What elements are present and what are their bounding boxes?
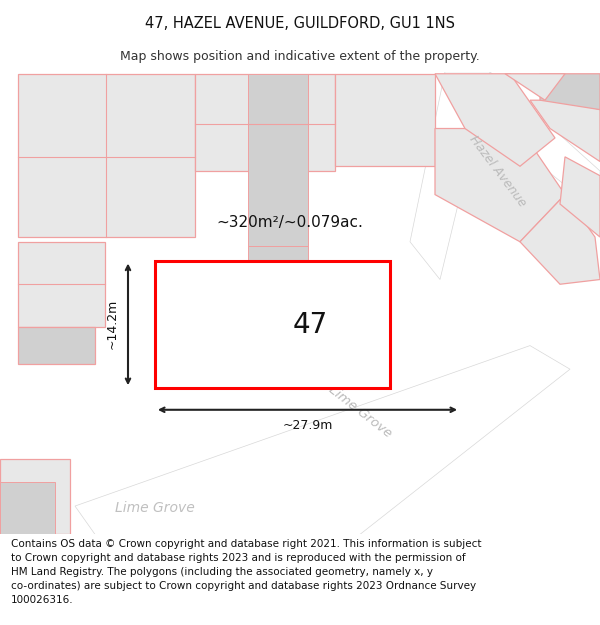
Text: Lime Grove: Lime Grove: [115, 501, 195, 515]
Text: Hazel Avenue: Hazel Avenue: [467, 132, 529, 209]
Polygon shape: [248, 261, 308, 383]
Polygon shape: [560, 157, 600, 237]
Polygon shape: [335, 74, 435, 166]
Polygon shape: [520, 194, 600, 284]
Polygon shape: [248, 246, 308, 351]
Text: Contains OS data © Crown copyright and database right 2021. This information is : Contains OS data © Crown copyright and d…: [11, 539, 481, 605]
Text: ~320m²/~0.079ac.: ~320m²/~0.079ac.: [217, 216, 364, 231]
Polygon shape: [248, 74, 308, 246]
Polygon shape: [0, 482, 55, 534]
Polygon shape: [18, 242, 105, 327]
Polygon shape: [0, 459, 70, 534]
Polygon shape: [435, 129, 565, 242]
Text: 47, HAZEL AVENUE, GUILDFORD, GU1 1NS: 47, HAZEL AVENUE, GUILDFORD, GU1 1NS: [145, 16, 455, 31]
Text: ~27.9m: ~27.9m: [283, 419, 332, 432]
Text: Map shows position and indicative extent of the property.: Map shows position and indicative extent…: [120, 49, 480, 62]
Text: 47: 47: [292, 311, 328, 339]
Polygon shape: [445, 72, 600, 214]
Polygon shape: [540, 74, 600, 109]
Text: ~14.2m: ~14.2m: [106, 299, 119, 349]
Polygon shape: [18, 74, 195, 237]
Polygon shape: [435, 74, 555, 166]
Polygon shape: [410, 72, 490, 279]
Polygon shape: [195, 74, 335, 171]
Polygon shape: [155, 261, 390, 388]
Text: Lime Grove: Lime Grove: [326, 383, 394, 440]
Polygon shape: [530, 100, 600, 161]
Polygon shape: [75, 346, 570, 534]
Polygon shape: [505, 74, 565, 100]
Polygon shape: [18, 327, 95, 364]
